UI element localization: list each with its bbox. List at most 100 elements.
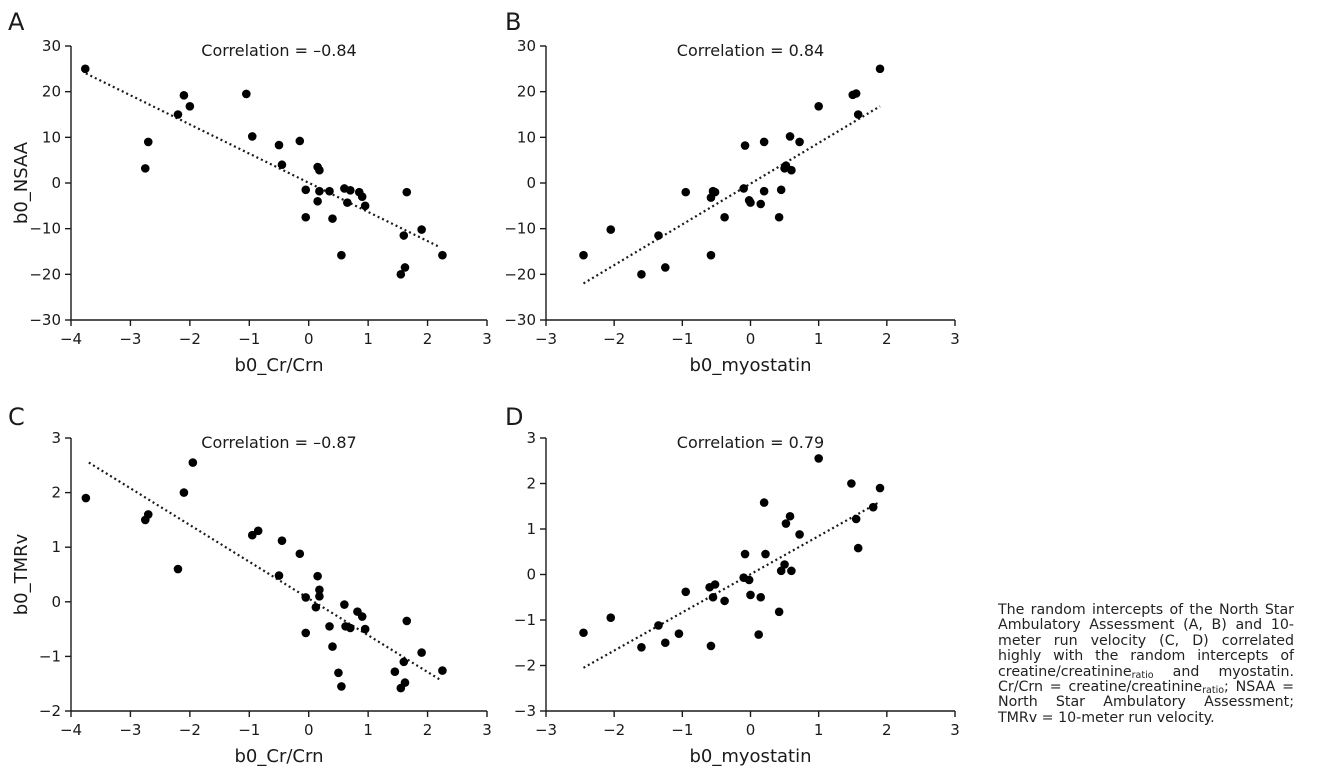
data-point — [346, 186, 355, 195]
data-point — [247, 132, 257, 141]
data-point — [438, 250, 447, 260]
trend-line — [85, 72, 440, 248]
x-axis-label: b0_Cr/Crn — [235, 746, 324, 767]
data-point — [706, 250, 716, 260]
x-axis-label: b0_myostatin — [689, 746, 811, 767]
data-point — [343, 198, 352, 207]
x-tick-label: 2 — [882, 330, 892, 348]
y-tick-label: −10 — [504, 220, 536, 238]
data-point — [756, 592, 766, 602]
data-point — [681, 187, 691, 197]
data-point — [390, 667, 400, 676]
data-point — [295, 549, 305, 559]
data-point — [660, 263, 670, 272]
data-point — [253, 526, 263, 536]
data-point — [744, 575, 754, 585]
data-point — [301, 212, 311, 222]
data-point — [143, 137, 153, 147]
data-point — [325, 622, 334, 631]
data-point — [311, 602, 321, 612]
data-point — [315, 186, 324, 196]
data-point — [185, 101, 195, 111]
data-point — [313, 571, 322, 581]
x-tick-label: −3 — [119, 330, 141, 348]
y-tick-label: −2 — [39, 702, 61, 720]
x-tick-label: 1 — [814, 721, 824, 739]
correlation-annotation: Correlation = 0.84 — [677, 41, 824, 60]
data-point — [759, 137, 769, 147]
data-point — [754, 630, 763, 639]
data-point — [853, 543, 863, 553]
y-tick-label: 0 — [526, 174, 536, 192]
x-tick-label: −2 — [603, 330, 625, 348]
x-tick-label: −3 — [535, 330, 557, 348]
data-point — [360, 201, 370, 211]
data-point — [756, 199, 766, 209]
data-point — [400, 263, 410, 272]
x-tick-label: −3 — [119, 721, 141, 739]
y-tick-label: −20 — [504, 265, 536, 283]
data-point — [277, 536, 287, 545]
data-point — [140, 164, 150, 173]
data-point — [637, 643, 646, 652]
data-point — [247, 530, 257, 540]
data-point — [179, 488, 189, 497]
data-point — [780, 560, 789, 569]
data-point — [654, 231, 663, 240]
data-point — [746, 198, 755, 207]
x-tick-label: 3 — [482, 721, 492, 739]
data-point — [143, 510, 153, 519]
data-point — [654, 621, 663, 630]
data-point — [708, 592, 718, 602]
data-point — [740, 549, 750, 559]
data-point — [313, 196, 322, 206]
x-tick-label: 0 — [746, 330, 756, 348]
y-tick-label: −1 — [39, 647, 61, 665]
panel-label: B — [505, 8, 521, 36]
x-tick-label: 1 — [363, 721, 373, 739]
x-tick-label: 2 — [882, 721, 892, 739]
panel-label: A — [8, 8, 25, 36]
x-tick-label: 3 — [482, 330, 492, 348]
data-point — [681, 587, 691, 597]
caption-text-1: The random intercepts of the North Star … — [998, 602, 1294, 680]
data-point — [720, 596, 729, 606]
correlation-annotation: Correlation = –0.84 — [201, 41, 356, 60]
data-point — [274, 571, 284, 580]
data-point — [579, 628, 588, 638]
data-point — [847, 479, 856, 488]
y-tick-label: −1 — [514, 611, 536, 629]
data-point — [774, 212, 784, 222]
data-point — [277, 160, 287, 170]
y-tick-label: 30 — [42, 37, 61, 55]
data-point — [868, 502, 878, 512]
data-point — [81, 493, 91, 503]
data-point — [706, 641, 716, 651]
y-tick-label: 0 — [526, 566, 536, 584]
data-point — [399, 231, 409, 240]
y-tick-label: 2 — [526, 475, 536, 493]
y-tick-label: −10 — [29, 220, 61, 238]
data-point — [188, 458, 198, 467]
x-tick-label: −3 — [535, 721, 557, 739]
data-point — [785, 511, 795, 521]
x-tick-label: −2 — [603, 721, 625, 739]
data-point — [417, 648, 426, 657]
panel-b: B−3 −2 −1 0 1 2 3−30−20−100102030b0_myostatinC… — [504, 8, 959, 376]
correlation-annotation: Correlation = 0.79 — [677, 433, 824, 452]
data-point — [402, 187, 412, 197]
data-point — [853, 110, 863, 119]
data-point — [315, 585, 324, 595]
y-tick-label: 3 — [526, 429, 536, 447]
data-point — [301, 628, 311, 638]
data-point — [346, 623, 355, 633]
data-point — [173, 564, 183, 574]
data-point — [606, 225, 616, 234]
y-axis-label: b0_TMRv — [11, 533, 32, 615]
y-tick-label: 20 — [517, 83, 536, 101]
data-point — [875, 64, 885, 74]
data-point — [774, 607, 784, 617]
data-point — [337, 682, 346, 691]
y-tick-label: 20 — [42, 83, 61, 101]
